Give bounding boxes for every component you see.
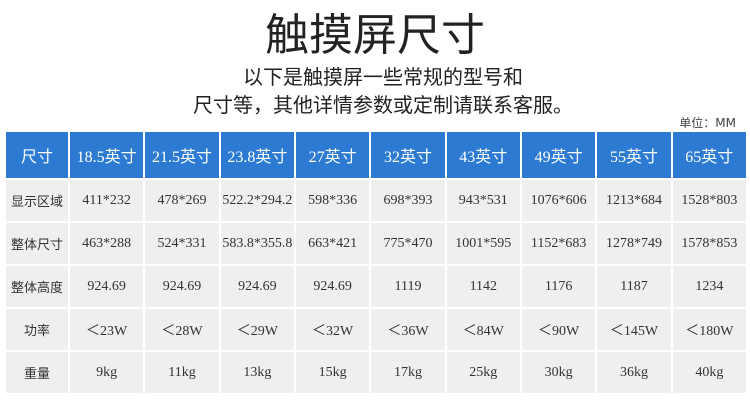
- table-cell: 13kg: [218, 350, 296, 395]
- table-cell: ＜36W: [369, 307, 447, 352]
- header-row: 尺寸 18.5英寸 21.5英寸 23.8英寸 27英寸 32英寸 43英寸 49英寸 55英寸…: [4, 130, 749, 180]
- table-cell: 598*336: [293, 178, 372, 223]
- table-cell: 显示区域: [4, 178, 70, 223]
- table-cell: 1213*684: [595, 178, 673, 223]
- table-cell: 17kg: [369, 350, 447, 395]
- table-cell: ＜84W: [444, 307, 522, 352]
- table-cell: 1001*595: [444, 221, 522, 266]
- table-cell: 功率: [4, 307, 70, 352]
- subtitle: 以下是触摸屏一些常规的型号和: [243, 65, 523, 89]
- table-cell: 15kg: [293, 350, 372, 395]
- table-cell: 整体高度: [4, 264, 70, 309]
- table-cell: 1176: [519, 264, 598, 309]
- table-cell: 943*531: [444, 178, 522, 223]
- table-cell: 25kg: [444, 350, 522, 395]
- table-cell: 1278*749: [595, 221, 673, 266]
- table-row: 整体尺寸 463*288 524*331 583.8*355.8 663*421 775*…: [4, 221, 749, 266]
- table-cell: 663*421: [293, 221, 372, 266]
- header-cell: 27英寸: [293, 130, 372, 180]
- header-cell: 23.8英寸: [218, 130, 296, 180]
- table-cell: 30kg: [519, 350, 598, 395]
- table-cell: 583.8*355.8: [218, 221, 296, 266]
- table-cell: 1119: [369, 264, 447, 309]
- table-cell: ＜145W: [595, 307, 673, 352]
- table-cell: 1142: [444, 264, 522, 309]
- header-cell: 尺寸: [4, 130, 70, 180]
- table-cell: 整体尺寸: [4, 221, 70, 266]
- table-cell: 478*269: [143, 178, 221, 223]
- table-cell: 9kg: [67, 350, 146, 395]
- table-cell: 1152*683: [519, 221, 598, 266]
- table-cell: 463*288: [67, 221, 146, 266]
- table-cell: ＜180W: [670, 307, 749, 352]
- header-cell: 32英寸: [369, 130, 447, 180]
- table-row: 显示区域 411*232 478*269 522.2*294.2 598*336 698*…: [4, 178, 749, 223]
- table-row: 功率 ＜23W ＜28W ＜29W ＜32W ＜36W ＜84W ＜90W ＜145W ＜180W: [4, 307, 749, 352]
- header-cell: 55英寸: [595, 130, 673, 180]
- table-cell: 924.69: [67, 264, 146, 309]
- table-cell: ＜28W: [143, 307, 221, 352]
- table-cell: 924.69: [293, 264, 372, 309]
- table-cell: ＜29W: [218, 307, 296, 352]
- spec-table: 尺寸 18.5英寸 21.5英寸 23.8英寸 27英寸 32英寸 43英寸 49英寸 55英寸…: [4, 130, 749, 395]
- table-cell: 重量: [4, 350, 70, 395]
- table-cell: 1528*803: [670, 178, 749, 223]
- table-cell: 1076*606: [519, 178, 598, 223]
- table-cell: 698*393: [369, 178, 447, 223]
- header-cell: 49英寸: [519, 130, 598, 180]
- table-cell: 1187: [595, 264, 673, 309]
- header-cell: 43英寸: [444, 130, 522, 180]
- table-cell: 40kg: [670, 350, 749, 395]
- table-cell: 1578*853: [670, 221, 749, 266]
- header-cell: 65英寸: [670, 130, 749, 180]
- table-cell: 775*470: [369, 221, 447, 266]
- table-cell: ＜90W: [519, 307, 598, 352]
- table-cell: 11kg: [143, 350, 221, 395]
- table-cell: ＜23W: [67, 307, 146, 352]
- table-cell: 524*331: [143, 221, 221, 266]
- table-row: 重量 9kg 11kg 13kg 15kg 17kg 25kg 30kg 36kg 40kg: [4, 350, 749, 395]
- table-cell: 36kg: [595, 350, 673, 395]
- table-row: 整体高度 924.69 924.69 924.69 924.69 1119 1142 1176…: [4, 264, 749, 309]
- table-cell: 924.69: [143, 264, 221, 309]
- table-cell: 411*232: [67, 178, 146, 223]
- title: 触摸屏尺寸: [265, 10, 485, 61]
- table-cell: 1234: [670, 264, 749, 309]
- table-cell: ＜32W: [293, 307, 372, 352]
- header-cell: 18.5英寸: [67, 130, 146, 180]
- subtitle: 尺寸等，其他详情参数或定制请联系客服。: [193, 93, 573, 117]
- header-cell: 21.5英寸: [143, 130, 221, 180]
- unit: 单位：MM: [679, 116, 736, 130]
- table-cell: 522.2*294.2: [218, 178, 296, 223]
- table-cell: 924.69: [218, 264, 296, 309]
